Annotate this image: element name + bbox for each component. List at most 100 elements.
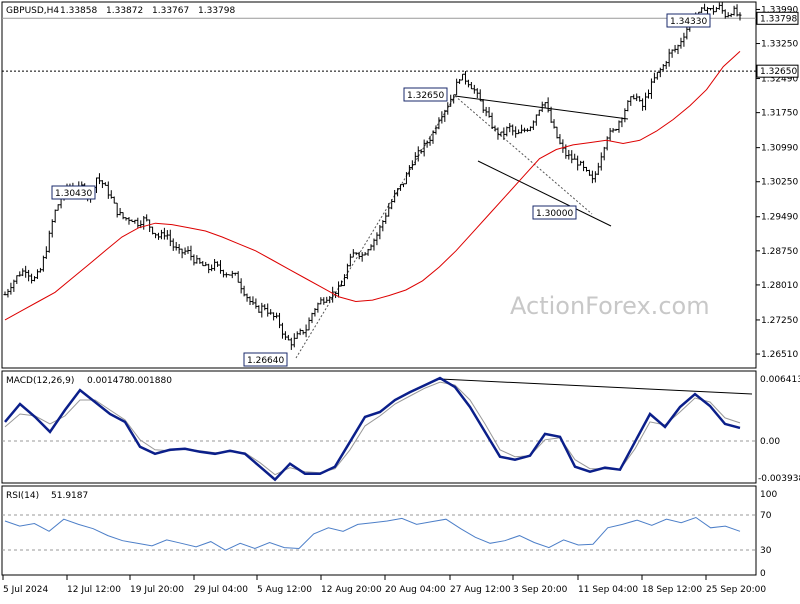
price-bar bbox=[286, 334, 290, 341]
price-bar bbox=[620, 117, 624, 128]
time-tick-label: 11 Sep 04:00 bbox=[578, 585, 638, 595]
open-value: 1.33858 bbox=[60, 6, 97, 16]
time-tick-label: 20 Aug 04:00 bbox=[385, 585, 446, 595]
time-tick-label: 3 Sep 20:00 bbox=[513, 585, 568, 595]
time-tick-label: 19 Jul 20:00 bbox=[130, 585, 184, 595]
price-bar bbox=[266, 303, 270, 317]
price-bar bbox=[348, 253, 352, 267]
rsi-panel-frame bbox=[1, 485, 757, 576]
price-bar bbox=[192, 254, 196, 266]
low-value: 1.33767 bbox=[152, 6, 189, 16]
rsi-tick-0: 0 bbox=[760, 569, 766, 579]
price-bar bbox=[390, 199, 394, 210]
price-bar bbox=[384, 212, 388, 224]
price-bar bbox=[537, 109, 541, 116]
price-bar bbox=[269, 309, 273, 315]
price-bar bbox=[505, 126, 509, 137]
price-bar bbox=[118, 207, 122, 216]
price-bar bbox=[136, 217, 140, 228]
price-bar bbox=[357, 251, 361, 260]
price-bar bbox=[475, 88, 479, 99]
price-bar bbox=[511, 124, 515, 136]
price-bar bbox=[263, 304, 267, 311]
trendlines bbox=[295, 95, 629, 359]
price-bar bbox=[260, 302, 264, 318]
moving-average-line bbox=[4, 51, 741, 321]
price-bar bbox=[670, 49, 674, 58]
price-bar bbox=[322, 297, 326, 305]
price-bar bbox=[735, 4, 739, 17]
price-bar bbox=[159, 229, 163, 240]
price-bar bbox=[552, 119, 556, 129]
price-bar bbox=[720, 1, 724, 14]
price-bar bbox=[661, 64, 665, 71]
time-axis: 5 Jul 2024 12 Jul 12:00 19 Jul 20:00 29 Jul… bbox=[2, 575, 766, 595]
rsi-value: 51.9187 bbox=[51, 491, 88, 501]
price-bar bbox=[106, 181, 110, 199]
price-bar bbox=[304, 324, 308, 338]
price-bar bbox=[272, 312, 276, 321]
price-bar bbox=[156, 232, 160, 240]
price-bar bbox=[280, 322, 284, 339]
annotation-box bbox=[51, 185, 96, 200]
price-bar bbox=[655, 71, 659, 80]
price-bar bbox=[21, 268, 25, 277]
rsi-tick-70: 70 bbox=[760, 511, 772, 521]
price-bar bbox=[325, 296, 329, 303]
price-bar bbox=[227, 274, 231, 276]
price-bar bbox=[183, 247, 187, 255]
price-bar bbox=[230, 270, 234, 279]
price-bar bbox=[422, 139, 426, 157]
price-bar bbox=[242, 285, 246, 297]
price-bar bbox=[608, 127, 612, 141]
annotation-box bbox=[403, 87, 448, 102]
price-bar bbox=[313, 308, 317, 317]
price-bar bbox=[664, 60, 668, 70]
price-bar bbox=[289, 337, 293, 350]
price-bar bbox=[195, 255, 199, 264]
price-bar bbox=[165, 230, 169, 240]
price-tick-label: 1.31750 bbox=[761, 109, 798, 119]
price-bar bbox=[525, 128, 529, 132]
price-bar bbox=[419, 149, 423, 154]
lower-trendline bbox=[477, 160, 612, 227]
price-bar bbox=[461, 73, 465, 81]
reference-level-label-box bbox=[756, 64, 799, 78]
price-bar bbox=[673, 44, 677, 53]
price-bar bbox=[602, 146, 606, 161]
chart-header: GBPUSD,H4 1.33858 1.33872 1.33767 1.3379… bbox=[6, 6, 235, 16]
time-tick-label: 29 Jul 04:00 bbox=[194, 585, 248, 595]
price-bar bbox=[328, 296, 332, 303]
price-bar bbox=[53, 209, 57, 223]
price-bar bbox=[378, 224, 382, 240]
price-bar bbox=[623, 108, 627, 123]
price-tick-label: 1.26510 bbox=[761, 350, 798, 360]
price-bar bbox=[337, 281, 341, 298]
price-bar bbox=[466, 79, 470, 88]
price-bar bbox=[611, 128, 615, 133]
price-bar bbox=[484, 106, 488, 117]
price-bar bbox=[124, 217, 128, 221]
price-bar bbox=[667, 48, 671, 67]
price-bar bbox=[452, 94, 456, 104]
time-tick-label: 12 Aug 20:00 bbox=[321, 585, 382, 595]
price-bar bbox=[508, 123, 512, 133]
price-bar bbox=[35, 269, 39, 279]
price-bar bbox=[275, 312, 279, 319]
price-bar bbox=[189, 245, 193, 261]
annotation-label: 1.32650 bbox=[407, 91, 444, 101]
price-bar bbox=[590, 170, 594, 184]
price-tick-label: 1.28750 bbox=[761, 247, 798, 257]
price-bar bbox=[15, 275, 19, 284]
price-bar bbox=[469, 81, 473, 90]
price-bar bbox=[726, 12, 730, 18]
price-bar bbox=[307, 317, 311, 331]
macd-top-tick: 0.006413 bbox=[760, 375, 800, 385]
price-bar bbox=[549, 106, 553, 123]
time-tick-label: 27 Aug 12:00 bbox=[450, 585, 511, 595]
time-tick-label: 5 Aug 12:00 bbox=[257, 585, 312, 595]
price-bar bbox=[381, 220, 385, 232]
price-bar bbox=[711, 5, 715, 15]
price-bar bbox=[319, 297, 323, 305]
